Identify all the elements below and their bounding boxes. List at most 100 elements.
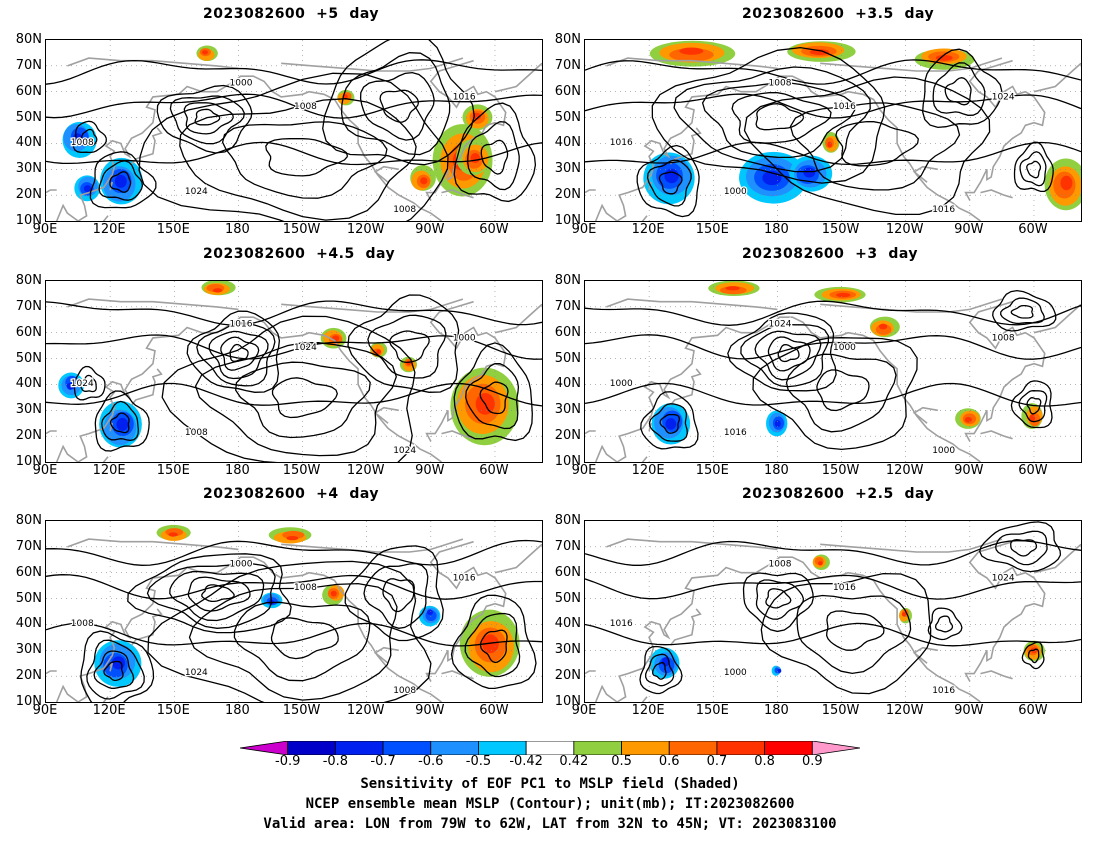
lat-tick-label: 50N <box>554 590 581 606</box>
lon-tick-label: 90E <box>571 463 597 478</box>
mslp-contour <box>1010 380 1053 429</box>
sensitivity-shading <box>1060 175 1073 191</box>
lon-tick-label: 120E <box>92 703 126 718</box>
mslp-contour <box>453 342 533 442</box>
lat-tick-label: 70N <box>554 57 581 73</box>
coastline <box>912 646 938 664</box>
coastline <box>606 57 778 70</box>
lon-tick-label: 150W <box>821 222 860 237</box>
contour-label: 1000 <box>230 559 253 569</box>
mslp-contour <box>979 521 1062 573</box>
panel-title: 2023082600 +2.5 day <box>742 486 935 502</box>
map-plot-area: 1024 1016 1024 1008 1000 1024 <box>45 280 543 463</box>
sensitivity-shading <box>664 168 679 184</box>
mslp-contour <box>585 334 1081 360</box>
colorbar-swatch <box>621 740 670 756</box>
mslp-contour <box>646 159 692 207</box>
lon-tick-label: 60W <box>1018 463 1048 478</box>
lat-tick-label: 80N <box>15 32 42 47</box>
lat-tick-label: 80N <box>554 273 581 288</box>
colorbar-swatch <box>525 740 575 756</box>
mslp-contour <box>146 562 276 629</box>
sensitivity-shading <box>114 174 127 188</box>
lon-tick-label: 90W <box>954 463 984 478</box>
sensitivity-shading <box>202 50 208 55</box>
coastline <box>67 538 239 551</box>
colorbar-tick-label: 0.8 <box>754 754 775 769</box>
lat-tick-label: 40N <box>15 376 42 392</box>
mslp-contour <box>46 574 542 600</box>
mslp-contour <box>233 601 371 682</box>
mslp-contour <box>1026 160 1042 179</box>
mslp-contour <box>450 594 537 690</box>
mslp-contour <box>651 46 886 184</box>
lat-tick-label: 10N <box>554 213 581 228</box>
lon-tick-label: 150W <box>282 703 321 718</box>
map-plot-area: 1000 1024 1000 1016 1008 1000 <box>584 280 1082 463</box>
mslp-contour <box>585 382 1081 407</box>
mslp-contour <box>658 171 683 195</box>
colorbar-tick-label: -0.42 <box>509 754 543 769</box>
caption-contour: NCEP ensemble mean MSLP (Contour); unit(… <box>305 796 795 812</box>
mslp-contour <box>636 144 700 218</box>
mslp-contour <box>103 660 124 682</box>
colorbar-swatch <box>668 740 718 756</box>
colorbar-tick-label: 0.9 <box>801 754 823 769</box>
mslp-contour <box>639 645 683 695</box>
colorbar-swatch <box>573 740 622 756</box>
lon-tick-label: 120E <box>631 463 665 478</box>
lat-tick-label: 70N <box>15 57 42 73</box>
coastline <box>55 75 442 221</box>
mslp-contour <box>585 59 1081 85</box>
contour-label: 1016 <box>833 583 856 593</box>
mslp-contour <box>935 615 954 633</box>
lat-tick-label: 10N <box>15 454 42 469</box>
sensitivity-shading <box>1029 414 1036 422</box>
coastline <box>585 430 596 435</box>
mslp-contour <box>755 103 805 131</box>
panel-title: 2023082600 +3 day <box>742 246 919 262</box>
mslp-contour <box>363 562 429 629</box>
mslp-contour <box>86 639 145 700</box>
contour-label: 1016 <box>610 138 633 148</box>
lon-tick-label: 120W <box>346 463 385 478</box>
colorbar-swatch <box>287 740 336 756</box>
lon-tick-label: 150W <box>821 703 860 718</box>
sensitivity-shading <box>725 286 740 291</box>
mslp-contour <box>344 545 444 642</box>
mslp-contour <box>169 570 265 622</box>
mslp-contour <box>789 102 961 191</box>
mslp-contour <box>727 312 837 392</box>
lat-tick-label: 40N <box>554 135 581 151</box>
mslp-contour <box>94 390 150 452</box>
coastline <box>1033 303 1081 334</box>
lon-tick-label: 60W <box>479 703 509 718</box>
mslp-contour <box>645 653 675 687</box>
mslp-contour <box>347 294 460 393</box>
coastline <box>669 608 702 646</box>
mslp-contour <box>816 369 870 412</box>
contour-label: 1000 <box>230 78 253 88</box>
lat-tick-label: 60N <box>554 324 581 340</box>
mslp-contour <box>1010 539 1038 557</box>
mslp-contour <box>731 92 832 144</box>
sensitivity-shading <box>878 323 888 330</box>
colorbar-swatch <box>811 740 861 756</box>
coastline <box>441 430 474 440</box>
coastline <box>594 316 981 462</box>
sensitivity-shading <box>818 561 823 566</box>
mslp-contour <box>322 40 475 166</box>
coastline <box>964 59 1046 201</box>
mslp-contour <box>585 93 1081 119</box>
lat-tick-label: 40N <box>15 135 42 151</box>
coastline <box>912 165 938 183</box>
contour-label: 1008 <box>769 78 792 88</box>
map-plot-area: 1016 1008 1016 1000 1024 1016 <box>584 39 1082 222</box>
mslp-contour <box>389 330 430 364</box>
colorbar-tick-label: 0.5 <box>611 754 632 769</box>
coastline <box>1033 543 1081 574</box>
coastline <box>373 646 399 664</box>
mslp-contour <box>673 66 871 173</box>
colorbar-tick-label: 0.42 <box>559 754 589 769</box>
map-svg: 1024 1016 1024 1008 1000 1024 <box>46 281 542 462</box>
